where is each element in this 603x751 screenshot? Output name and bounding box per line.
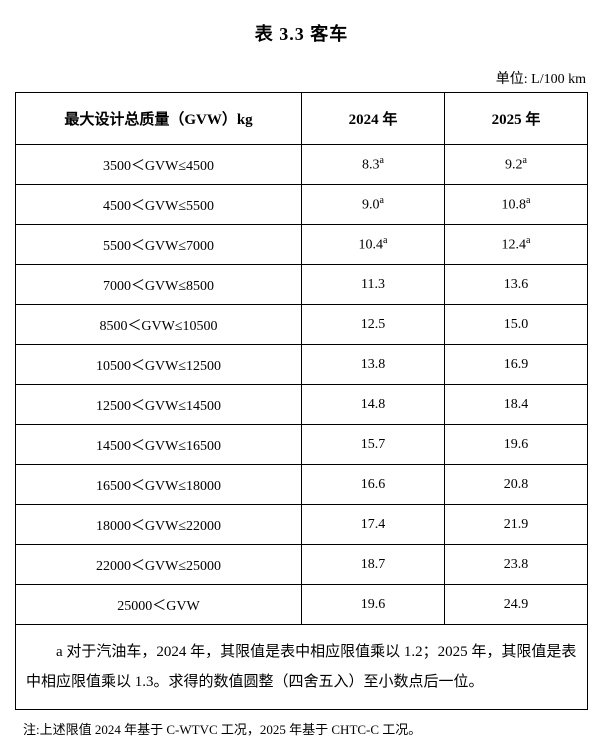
y2024-cell: 12.5	[302, 305, 445, 345]
y2024-cell: 17.4	[302, 505, 445, 545]
table-row: 22000＜GVW≤25000 18.7 23.8	[16, 545, 588, 585]
bus-limits-table: 最大设计总质量（GVW）kg 2024 年 2025 年 3500＜GVW≤45…	[15, 92, 588, 710]
gvw-cell: 10500＜GVW≤12500	[16, 345, 302, 385]
y2025-sup: a	[523, 155, 527, 166]
y2025-value: 19.6	[504, 437, 529, 452]
y2024-sup: a	[383, 235, 387, 246]
note-a-cell: a 对于汽油车，2024 年，其限值是表中相应限值乘以 1.2；2025 年，其…	[16, 625, 588, 710]
y2024-cell: 9.0a	[302, 185, 445, 225]
gvw-cell: 12500＜GVW≤14500	[16, 385, 302, 425]
footnote: 注:上述限值 2024 年基于 C-WTVC 工况，2025 年基于 CHTC-…	[15, 720, 588, 741]
table-row: 18000＜GVW≤22000 17.4 21.9	[16, 505, 588, 545]
y2024-value: 9.0	[362, 198, 380, 213]
table-row: 4500＜GVW≤55009.0a10.8a	[16, 185, 588, 225]
note-a-text: a 对于汽油车，2024 年，其限值是表中相应限值乘以 1.2；2025 年，其…	[26, 644, 576, 690]
gvw-cell: 16500＜GVW≤18000	[16, 465, 302, 505]
gvw-cell: 3500＜GVW≤4500	[16, 145, 302, 185]
table-row: 12500＜GVW≤14500 14.8 18.4	[16, 385, 588, 425]
y2025-value: 13.6	[504, 277, 529, 292]
y2025-value: 21.9	[504, 517, 529, 532]
y2024-value: 19.6	[361, 597, 386, 612]
y2024-cell: 8.3a	[302, 145, 445, 185]
y2024-cell: 14.8	[302, 385, 445, 425]
y2025-cell: 24.9	[445, 585, 588, 625]
y2024-value: 11.3	[361, 277, 385, 292]
y2024-value: 12.5	[361, 317, 386, 332]
gvw-cell: 22000＜GVW≤25000	[16, 545, 302, 585]
table-row: 8500＜GVW≤10500 12.5 15.0	[16, 305, 588, 345]
col-header-2024: 2024 年	[302, 93, 445, 145]
gvw-cell: 14500＜GVW≤16500	[16, 425, 302, 465]
table-row: 5500＜GVW≤700010.4a12.4a	[16, 225, 588, 265]
y2024-cell: 13.8	[302, 345, 445, 385]
table-row: 10500＜GVW≤12500 13.8 16.9	[16, 345, 588, 385]
y2024-value: 16.6	[361, 477, 386, 492]
y2025-sup: a	[526, 235, 530, 246]
y2025-cell: 21.9	[445, 505, 588, 545]
gvw-cell: 5500＜GVW≤7000	[16, 225, 302, 265]
col-header-gvw: 最大设计总质量（GVW）kg	[16, 93, 302, 145]
table-row: 25000＜GVW 19.6 24.9	[16, 585, 588, 625]
table-note-row: a 对于汽油车，2024 年，其限值是表中相应限值乘以 1.2；2025 年，其…	[16, 625, 588, 710]
y2025-value: 9.2	[505, 158, 523, 173]
y2025-value: 10.8	[502, 198, 527, 213]
y2024-cell: 15.7	[302, 425, 445, 465]
y2025-value: 16.9	[504, 357, 529, 372]
y2025-cell: 20.8	[445, 465, 588, 505]
y2025-cell: 23.8	[445, 545, 588, 585]
table-title: 表 3.3 客车	[15, 20, 588, 46]
table-row: 3500＜GVW≤45008.3a9.2a	[16, 145, 588, 185]
y2025-value: 12.4	[502, 238, 527, 253]
y2024-cell: 11.3	[302, 265, 445, 305]
y2024-cell: 19.6	[302, 585, 445, 625]
y2025-cell: 19.6	[445, 425, 588, 465]
y2025-value: 18.4	[504, 397, 529, 412]
y2025-cell: 13.6	[445, 265, 588, 305]
y2024-cell: 18.7	[302, 545, 445, 585]
y2024-cell: 10.4a	[302, 225, 445, 265]
y2025-value: 23.8	[504, 557, 529, 572]
col-header-2025: 2025 年	[445, 93, 588, 145]
table-row: 7000＜GVW≤8500 11.3 13.6	[16, 265, 588, 305]
y2024-sup: a	[380, 195, 384, 206]
table-row: 14500＜GVW≤16500 15.7 19.6	[16, 425, 588, 465]
gvw-cell: 25000＜GVW	[16, 585, 302, 625]
y2025-cell: 16.9	[445, 345, 588, 385]
gvw-cell: 8500＜GVW≤10500	[16, 305, 302, 345]
y2025-cell: 18.4	[445, 385, 588, 425]
y2024-cell: 16.6	[302, 465, 445, 505]
y2024-value: 18.7	[361, 557, 386, 572]
y2025-value: 20.8	[504, 477, 529, 492]
y2025-value: 24.9	[504, 597, 529, 612]
y2025-cell: 10.8a	[445, 185, 588, 225]
gvw-cell: 18000＜GVW≤22000	[16, 505, 302, 545]
y2025-value: 15.0	[504, 317, 529, 332]
y2024-sup: a	[380, 155, 384, 166]
y2024-value: 8.3	[362, 158, 380, 173]
gvw-cell: 4500＜GVW≤5500	[16, 185, 302, 225]
y2024-value: 14.8	[361, 397, 386, 412]
table-row: 16500＜GVW≤18000 16.6 20.8	[16, 465, 588, 505]
y2025-cell: 12.4a	[445, 225, 588, 265]
y2025-cell: 9.2a	[445, 145, 588, 185]
y2024-value: 17.4	[361, 517, 386, 532]
y2024-value: 10.4	[359, 238, 384, 253]
unit-label: 单位: L/100 km	[15, 68, 588, 88]
y2024-value: 13.8	[361, 357, 386, 372]
y2025-sup: a	[526, 195, 530, 206]
table-header-row: 最大设计总质量（GVW）kg 2024 年 2025 年	[16, 93, 588, 145]
y2024-value: 15.7	[361, 437, 386, 452]
gvw-cell: 7000＜GVW≤8500	[16, 265, 302, 305]
y2025-cell: 15.0	[445, 305, 588, 345]
